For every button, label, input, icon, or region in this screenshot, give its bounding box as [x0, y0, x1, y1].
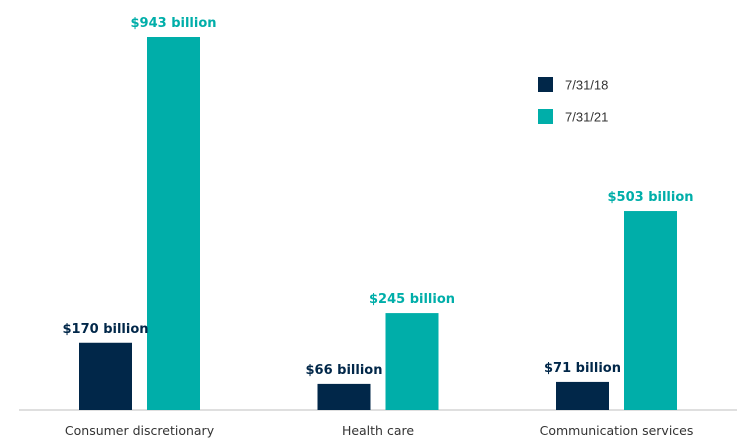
- category-label-health-care: Health care: [342, 423, 414, 438]
- legend-swatch-7-31-18: [538, 77, 553, 92]
- legend: 7/31/18 7/31/21: [538, 77, 608, 125]
- legend-label-7-31-21: 7/31/21: [565, 110, 608, 125]
- legend-swatch-7-31-21: [538, 109, 553, 124]
- value-labels-layer: $170 billion $943 billion $66 billion $245 …: [62, 16, 693, 378]
- value-label-communication-services-7-31-18: $71 billion: [544, 361, 621, 376]
- bar-consumer-discretionary-7-31-18: [79, 342, 132, 410]
- bar-communication-services-7-31-21: [624, 211, 677, 410]
- category-labels-layer: Consumer discretionary Health care Communi…: [65, 423, 694, 438]
- value-label-communication-services-7-31-21: $503 billion: [607, 190, 693, 205]
- bars-layer: [79, 37, 677, 410]
- bar-health-care-7-31-18: [317, 383, 371, 410]
- value-label-consumer-discretionary-7-31-18: $170 billion: [62, 322, 148, 337]
- bar-health-care-7-31-21: [385, 313, 439, 410]
- value-label-health-care-7-31-18: $66 billion: [306, 363, 383, 378]
- category-label-consumer-discretionary: Consumer discretionary: [65, 423, 215, 438]
- value-label-consumer-discretionary-7-31-21: $943 billion: [130, 16, 216, 31]
- bar-consumer-discretionary-7-31-21: [147, 37, 200, 410]
- legend-label-7-31-18: 7/31/18: [565, 78, 608, 93]
- category-label-communication-services: Communication services: [540, 423, 694, 438]
- value-label-health-care-7-31-21: $245 billion: [369, 292, 455, 307]
- bar-communication-services-7-31-18: [556, 381, 609, 410]
